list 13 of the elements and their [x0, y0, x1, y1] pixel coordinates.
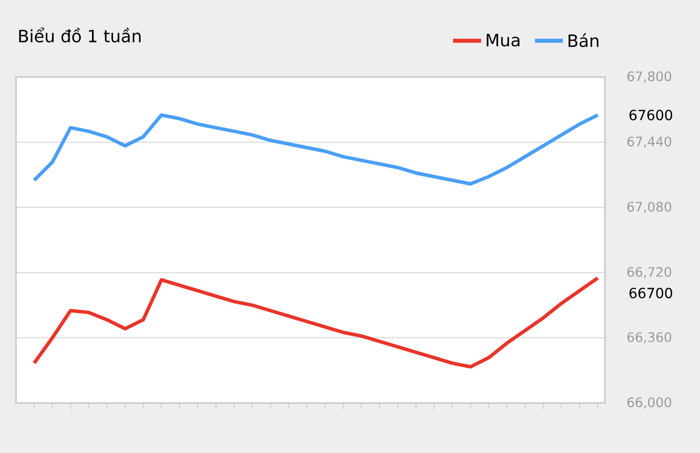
legend-label: Mua [486, 34, 520, 46]
y-tick-label: 67,800 [627, 71, 672, 83]
line-series [32, 276, 600, 369]
y-tick-label: 66,720 [627, 267, 672, 278]
y-tick-label: 67,080 [627, 202, 672, 213]
text: 66700 [630, 288, 672, 298]
text: 67600 [630, 110, 672, 120]
line-series [32, 113, 600, 186]
chart-title: Biểu đồ 1 tuần [19, 28, 141, 42]
y-tick-label: 66,000 [627, 397, 672, 409]
y-tick-label: 66,360 [627, 332, 672, 344]
legend-label: Bán [568, 33, 598, 48]
y-tick-label: 67,440 [627, 136, 672, 148]
